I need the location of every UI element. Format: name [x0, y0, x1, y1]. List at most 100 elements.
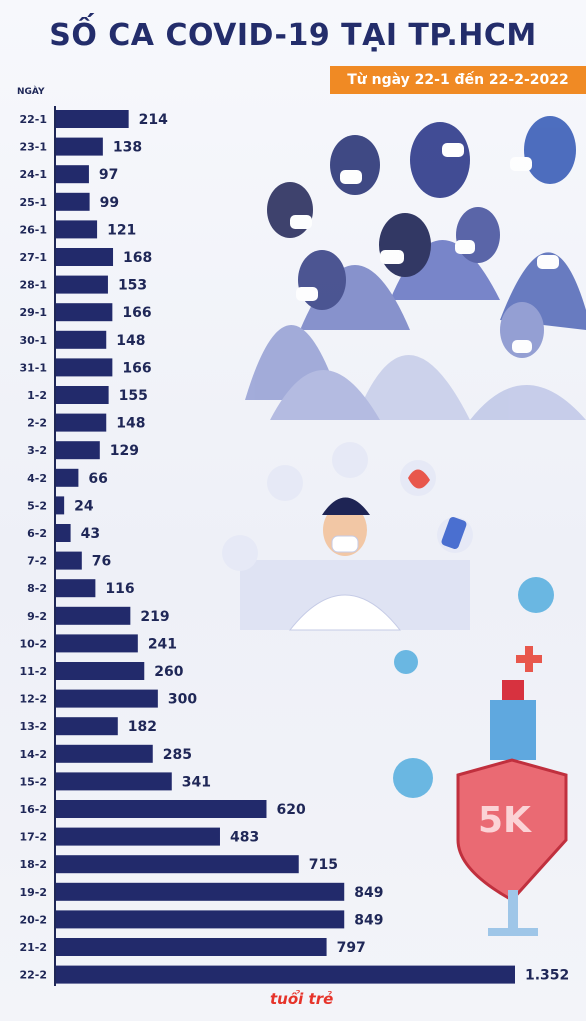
category-label: 26-1	[19, 223, 47, 236]
bar	[56, 606, 131, 625]
value-label: 99	[100, 195, 119, 211]
category-label: 22-1	[19, 113, 47, 126]
category-label: 12-2	[19, 693, 47, 706]
bar	[56, 524, 71, 542]
category-label: 4-2	[27, 472, 47, 485]
category-label: 8-2	[27, 582, 47, 595]
category-label: 23-1	[19, 141, 47, 154]
category-label: 21-2	[19, 941, 47, 954]
people-group-illustration	[245, 116, 586, 420]
chart-title: SỐ CA COVID-19 TẠI TP.HCM	[49, 18, 537, 53]
bar	[56, 137, 103, 156]
bar	[56, 910, 345, 929]
value-label: 300	[168, 692, 197, 708]
value-label: 849	[354, 885, 383, 901]
y-axis-label: NGÀY	[17, 87, 45, 97]
bar	[56, 882, 345, 901]
category-label: 14-2	[19, 748, 47, 761]
category-label: 16-2	[19, 803, 47, 816]
bar	[56, 165, 89, 184]
bar	[56, 579, 96, 598]
value-label: 153	[118, 278, 147, 294]
bar	[56, 800, 267, 818]
value-label: 797	[337, 940, 366, 956]
value-label: 166	[122, 305, 151, 321]
bar	[56, 551, 82, 570]
syringe-illustration	[456, 646, 568, 936]
value-label: 241	[148, 636, 177, 652]
shield-badge-text: 5K	[478, 800, 531, 841]
category-label: 17-2	[19, 831, 47, 844]
category-label: 18-2	[19, 858, 47, 871]
category-label: 15-2	[19, 775, 47, 788]
category-label: 22-2	[19, 969, 47, 982]
bar	[56, 689, 158, 708]
bar	[56, 744, 153, 763]
bar	[56, 468, 79, 487]
category-label: 24-1	[19, 168, 47, 181]
value-label: 182	[128, 719, 157, 735]
value-label: 97	[99, 167, 118, 183]
bar	[56, 110, 129, 128]
bar	[56, 441, 100, 460]
bar	[56, 413, 107, 432]
category-label: 31-1	[19, 361, 47, 374]
value-label: 148	[116, 416, 145, 432]
value-label: 116	[105, 581, 134, 597]
category-label: 5-2	[27, 499, 47, 512]
category-label: 9-2	[27, 610, 47, 623]
category-label: 29-1	[19, 306, 47, 319]
value-label: 148	[116, 333, 145, 349]
bar	[56, 192, 90, 211]
bar	[56, 303, 113, 322]
bar	[56, 386, 109, 404]
value-label: 24	[74, 498, 94, 514]
value-label: 715	[309, 857, 338, 873]
tuoi-tre-logo: tuổi trẻ	[270, 990, 334, 1008]
bar	[56, 248, 114, 266]
category-label: 1-2	[27, 389, 47, 402]
category-label: 10-2	[19, 637, 47, 650]
category-label: 7-2	[27, 555, 47, 568]
value-label: 849	[354, 912, 383, 928]
value-label: 155	[119, 388, 148, 404]
value-label: 341	[182, 774, 211, 790]
bar	[56, 330, 107, 349]
category-label: 3-2	[27, 444, 47, 457]
virus-icon	[393, 577, 554, 798]
doctor-illustration	[222, 442, 473, 631]
value-label: 76	[92, 554, 111, 570]
value-label: 66	[88, 471, 107, 487]
category-label: 11-2	[19, 665, 47, 678]
bar	[56, 634, 138, 653]
y-axis-line	[54, 106, 56, 986]
value-label: 138	[113, 140, 142, 156]
category-label: 2-2	[27, 417, 47, 430]
bar	[56, 855, 299, 874]
category-label: 30-1	[19, 334, 47, 347]
value-label: 219	[140, 609, 169, 625]
bar	[56, 827, 220, 846]
value-label: 121	[107, 222, 136, 238]
value-label: 168	[123, 250, 152, 266]
bar	[56, 358, 113, 377]
value-label: 1.352	[525, 968, 569, 984]
category-label: 6-2	[27, 527, 47, 540]
bar	[56, 717, 118, 736]
category-label: 25-1	[19, 196, 47, 209]
category-label: 20-2	[19, 913, 47, 926]
value-label: 260	[154, 664, 183, 680]
bar	[56, 220, 98, 239]
value-label: 166	[122, 360, 151, 376]
value-label: 43	[81, 526, 100, 542]
value-label: 285	[163, 747, 192, 763]
category-label: 19-2	[19, 886, 47, 899]
category-label: 27-1	[19, 251, 47, 264]
value-label: 620	[276, 802, 305, 818]
bar	[56, 772, 172, 791]
bar	[56, 938, 327, 956]
category-label: 28-1	[19, 279, 47, 292]
bar	[56, 662, 145, 680]
